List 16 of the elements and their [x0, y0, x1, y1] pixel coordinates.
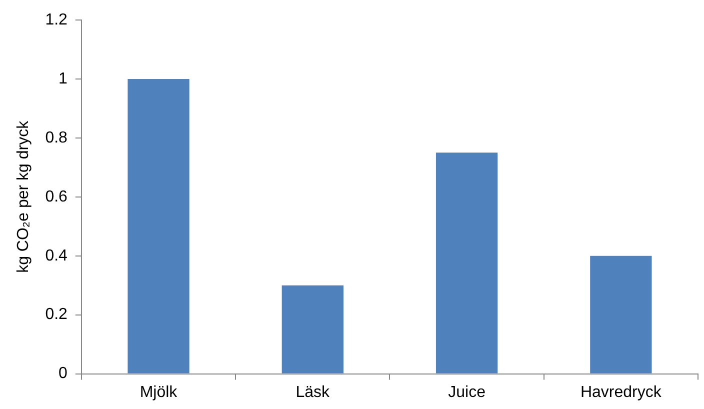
bar [436, 152, 498, 374]
bar [590, 256, 652, 374]
y-tick-label: 0.6 [45, 188, 68, 206]
x-tick-label: Juice [448, 384, 486, 401]
bar [128, 78, 190, 374]
bar [282, 285, 344, 374]
x-tick-label: Läsk [296, 384, 331, 401]
x-tick-label: Mjölk [140, 384, 178, 401]
x-tick-label: Havredryck [580, 384, 662, 401]
y-tick-label: 0 [58, 365, 68, 382]
y-tick-label: 0.2 [45, 306, 68, 324]
y-tick-label: 1.2 [45, 11, 68, 28]
y-tick-label: 1 [58, 70, 68, 88]
y-tick-label: 0.8 [45, 129, 68, 146]
y-axis-title: kg CO₂e per kg dryck [15, 120, 32, 273]
y-tick-label: 0.4 [45, 247, 68, 264]
